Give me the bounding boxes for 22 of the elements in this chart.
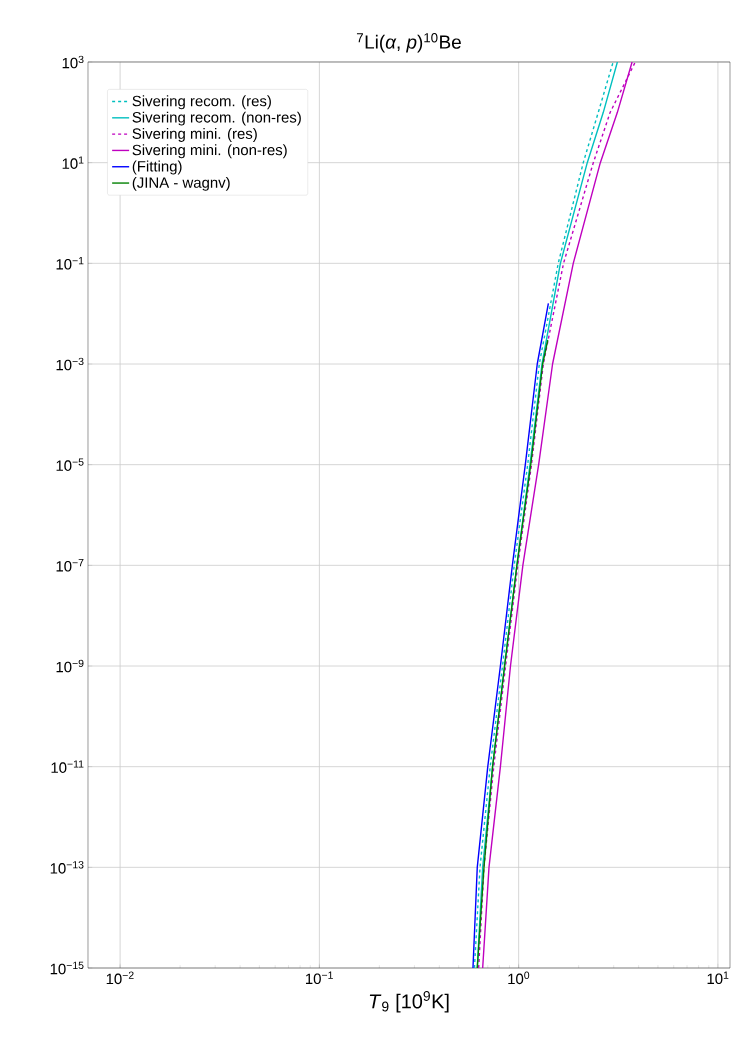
chart-title: $^{7}$Li(α, p)$^{10}$Be xyxy=(356,33,461,53)
legend-label: (Fitting) xyxy=(132,160,182,175)
y-tick-label: 10$^{−15}$ xyxy=(50,961,84,975)
y-tick-label: 10$^{1}$ xyxy=(62,156,84,169)
legend-label: Sivering mini. (res) xyxy=(132,127,257,142)
y-tick-label: 10$^{−11}$ xyxy=(51,760,84,773)
x-tick-label: 10$^{−2}$ xyxy=(106,971,134,985)
legend-label: Sivering recom. (non-res) xyxy=(132,111,301,126)
legend-label: (JINA - wagnv) xyxy=(132,176,230,191)
legend-label: Sivering mini. (non-res) xyxy=(132,144,287,159)
y-tick-label: 10$^{−3}$ xyxy=(56,357,84,371)
y-tick-label: 10$^{−13}$ xyxy=(50,861,84,874)
y-tick-label: 10$^{−9}$ xyxy=(56,659,84,673)
legend-label: Sivering recom. (res) xyxy=(132,95,271,110)
x-axis-title: T$_{9}$ [10$^{9}$K] xyxy=(369,991,449,1013)
x-tick-label: 10$^{0}$ xyxy=(508,971,530,985)
y-tick-label: 10$^{−1}$ xyxy=(56,257,84,270)
y-tick-label: 10$^{3}$ xyxy=(62,55,84,69)
y-tick-label: 10$^{−5}$ xyxy=(56,458,84,471)
x-tick-label: 10$^{1}$ xyxy=(707,971,729,985)
x-tick-label: 10$^{−1}$ xyxy=(305,971,333,985)
y-tick-label: 10$^{−7}$ xyxy=(56,559,84,572)
